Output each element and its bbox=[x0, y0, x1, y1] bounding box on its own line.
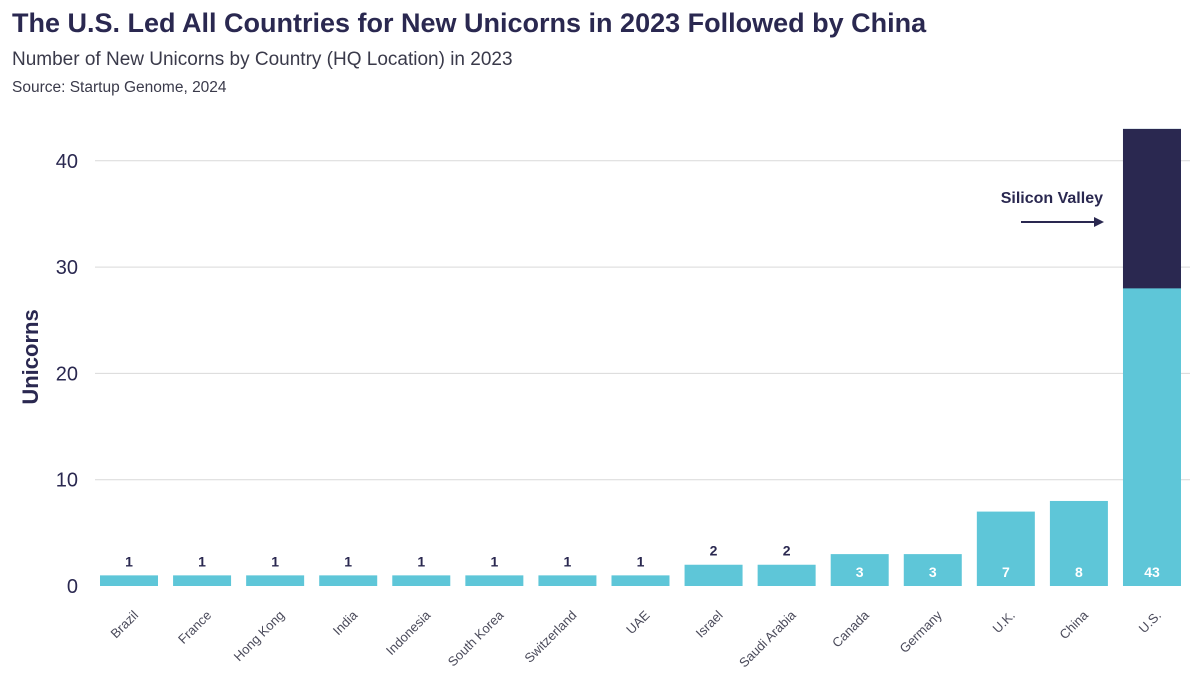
data-label-saudi-arabia: 2 bbox=[783, 543, 791, 559]
bar-segment-silicon-valley bbox=[1122, 128, 1181, 289]
x-tick-label-u-s: U.S. bbox=[1136, 608, 1164, 636]
x-tick-label-china: China bbox=[1056, 607, 1091, 642]
data-label-france: 1 bbox=[198, 553, 206, 569]
x-tick-label-hong-kong: Hong Kong bbox=[231, 608, 288, 665]
y-tick-label-10: 10 bbox=[56, 470, 78, 492]
chart-title: The U.S. Led All Countries for New Unico… bbox=[12, 8, 927, 38]
data-label-israel: 2 bbox=[710, 543, 718, 559]
bar-saudi-arabia bbox=[757, 564, 816, 586]
x-tick-label-israel: Israel bbox=[693, 607, 726, 640]
x-tick-label-france: France bbox=[175, 608, 214, 647]
bar-india bbox=[319, 575, 378, 586]
x-tick-label-brazil: Brazil bbox=[108, 607, 142, 641]
data-label-south-korea: 1 bbox=[490, 553, 498, 569]
chart-subtitle: Number of New Unicorns by Country (HQ Lo… bbox=[12, 49, 513, 70]
data-label-uae: 1 bbox=[637, 553, 645, 569]
data-label-switzerland: 1 bbox=[564, 553, 572, 569]
bar-brazil bbox=[100, 575, 158, 586]
bar-uae bbox=[611, 575, 670, 586]
data-label-china: 8 bbox=[1075, 564, 1083, 580]
x-tick-label-uae: UAE bbox=[623, 607, 653, 637]
data-label-u-k: 7 bbox=[1002, 564, 1010, 580]
bar-switzerland bbox=[538, 575, 597, 586]
data-label-u-s: 43 bbox=[1144, 564, 1160, 580]
y-tick-label-40: 40 bbox=[56, 151, 78, 173]
x-tick-label-south-korea: South Korea bbox=[445, 607, 507, 669]
y-axis-title: Unicorns bbox=[18, 309, 43, 404]
data-label-india: 1 bbox=[344, 553, 352, 569]
bar-indonesia bbox=[392, 575, 451, 586]
data-label-germany: 3 bbox=[929, 564, 937, 580]
x-tick-label-india: India bbox=[330, 607, 361, 638]
bar-hong-kong bbox=[246, 575, 305, 586]
annotation-silicon-valley: Silicon Valley bbox=[1001, 190, 1103, 207]
annotation-arrow-head bbox=[1094, 217, 1104, 227]
x-tick-label-canada: Canada bbox=[829, 607, 872, 650]
x-tick-label-u-k: U.K. bbox=[989, 608, 1017, 636]
data-label-indonesia: 1 bbox=[417, 553, 425, 569]
data-label-hong-kong: 1 bbox=[271, 553, 279, 569]
y-tick-label-30: 30 bbox=[56, 257, 78, 279]
data-label-canada: 3 bbox=[856, 564, 864, 580]
bar-u-k bbox=[976, 511, 1035, 586]
y-tick-label-20: 20 bbox=[56, 363, 78, 385]
chart-source: Source: Startup Genome, 2024 bbox=[12, 79, 227, 96]
x-tick-label-germany: Germany bbox=[896, 607, 945, 656]
bar-germany bbox=[903, 554, 962, 586]
y-tick-label-0: 0 bbox=[67, 576, 78, 598]
bar-china bbox=[1049, 500, 1108, 586]
x-tick-label-indonesia: Indonesia bbox=[383, 607, 434, 658]
bar-france bbox=[173, 575, 232, 586]
x-tick-label-switzerland: Switzerland bbox=[521, 608, 579, 666]
bar-south-korea bbox=[465, 575, 524, 586]
bar-israel bbox=[684, 564, 743, 586]
bar-canada bbox=[830, 554, 889, 586]
data-label-brazil: 1 bbox=[125, 553, 133, 569]
x-tick-label-saudi-arabia: Saudi Arabia bbox=[736, 607, 799, 670]
